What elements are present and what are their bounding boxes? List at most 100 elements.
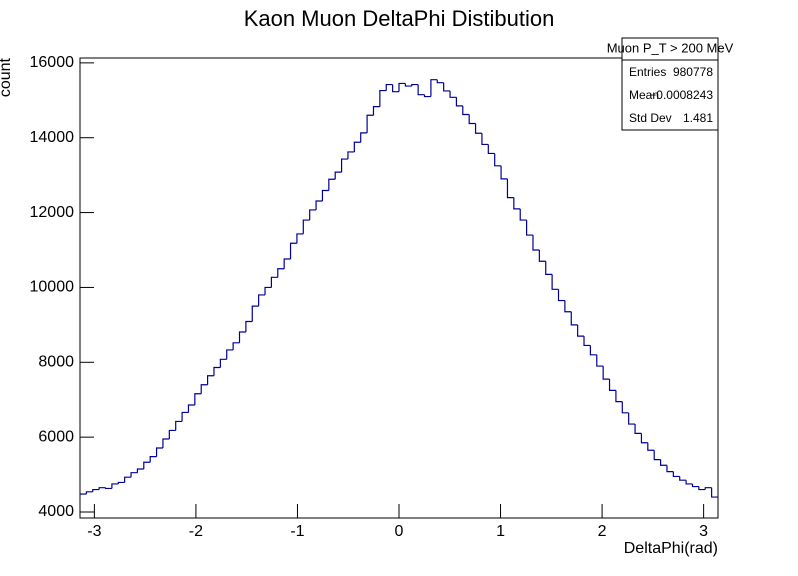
histogram-bin (589, 345, 597, 356)
stats-label: Std Dev (629, 111, 672, 125)
histogram-bin (679, 476, 687, 481)
histogram-bin (647, 442, 655, 451)
histogram-bin (468, 114, 476, 125)
histogram-bin (698, 486, 706, 491)
histogram-bin (85, 491, 93, 495)
histogram-bin (309, 209, 317, 221)
histogram-bin (321, 189, 329, 201)
histogram-bin (583, 336, 591, 347)
histogram-bin (347, 151, 355, 160)
x-tick-label: 2 (598, 523, 607, 540)
histogram-bin (513, 197, 521, 210)
histogram-bin (640, 433, 648, 444)
histogram-bin (353, 141, 361, 152)
stats-value: 1.481 (683, 111, 713, 125)
histogram-bin (506, 178, 514, 199)
histogram-bin (149, 456, 157, 463)
histogram-bin (289, 242, 297, 259)
histogram-bin (92, 488, 100, 492)
histogram-bin (111, 483, 119, 489)
histogram-bin (302, 219, 310, 234)
x-tick-label: 0 (395, 523, 404, 540)
histogram-bin (238, 331, 246, 343)
histogram-bin (245, 320, 253, 332)
histogram-bin (226, 349, 234, 360)
histogram-bin (615, 390, 623, 403)
histogram-bin (564, 300, 572, 313)
histogram-bin (653, 450, 661, 461)
histogram-bin (124, 476, 132, 483)
histogram-bin (462, 105, 470, 116)
histogram-bin (500, 165, 508, 180)
histogram-bin (525, 220, 533, 236)
histogram-bin (436, 79, 444, 84)
histogram-bin (481, 133, 489, 146)
stats-label: Entries (629, 65, 666, 79)
histogram-bin (187, 404, 195, 413)
histogram-bin (315, 200, 323, 210)
histogram-bin (392, 84, 399, 93)
histogram-bin (372, 106, 380, 116)
histogram-bin (474, 123, 482, 134)
histogram-bin (551, 274, 559, 290)
histogram-bin (449, 90, 457, 98)
histogram-bin (130, 472, 138, 478)
x-tick-label: -3 (87, 523, 101, 540)
histogram-bin (538, 250, 546, 262)
histogram-bin (98, 487, 106, 490)
histogram-bin (175, 420, 183, 431)
histogram-bin (232, 342, 240, 350)
histogram-bin (557, 289, 565, 302)
histogram-bin (596, 354, 604, 367)
stats-frame (621, 37, 719, 131)
histogram-bin (270, 276, 278, 288)
x-tick-label: 1 (496, 523, 505, 540)
histogram-bin (494, 153, 502, 167)
histogram-bin (417, 84, 425, 96)
histogram-bin (340, 158, 348, 173)
histogram-bin (711, 487, 718, 498)
histogram-bin (181, 411, 189, 422)
histogram-bin (634, 424, 642, 435)
histogram-bin (628, 412, 636, 425)
histogram-bin (659, 459, 667, 466)
histogram-bin (136, 468, 144, 473)
histogram-bin (117, 481, 125, 484)
histogram-bin (545, 261, 553, 275)
stats-label: Mean (629, 88, 659, 102)
x-tick-label: -1 (290, 523, 304, 540)
histogram-bin (411, 83, 419, 87)
histogram-bin (168, 429, 176, 440)
histogram-bin (532, 235, 540, 251)
y-tick-label: 8000 (38, 354, 74, 371)
histogram-bin (443, 82, 451, 92)
histogram-bin (379, 89, 387, 107)
chart-title: Kaon Muon DeltaPhi Distibution (244, 6, 555, 31)
histogram-bin (162, 438, 170, 449)
histogram-bin (219, 358, 227, 368)
histogram-bin (213, 366, 221, 376)
histogram-bin (264, 286, 272, 295)
x-tick-label: -2 (189, 523, 203, 540)
histogram-bin (296, 233, 304, 244)
y-tick-label: 14000 (30, 129, 75, 146)
histogram-bin (430, 79, 438, 97)
stats-box: Muon P_T > 200 MeV Entries 980778 Mean −… (607, 37, 734, 131)
histogram-bin (360, 132, 368, 143)
histogram-bin (283, 258, 291, 269)
histogram-bin (258, 294, 266, 307)
histogram-bin (704, 487, 712, 490)
x-tick-label: 3 (699, 523, 708, 540)
histogram-bin (251, 305, 259, 322)
histogram-bin (577, 324, 585, 337)
histogram-bin (194, 393, 202, 405)
histogram-bin (691, 483, 699, 488)
histogram-bin (570, 311, 578, 326)
histogram-bin (519, 208, 527, 221)
histogram-bin (155, 447, 163, 457)
histogram-bin (328, 178, 336, 191)
histogram-bin (104, 487, 112, 490)
histogram-bin (334, 171, 342, 180)
